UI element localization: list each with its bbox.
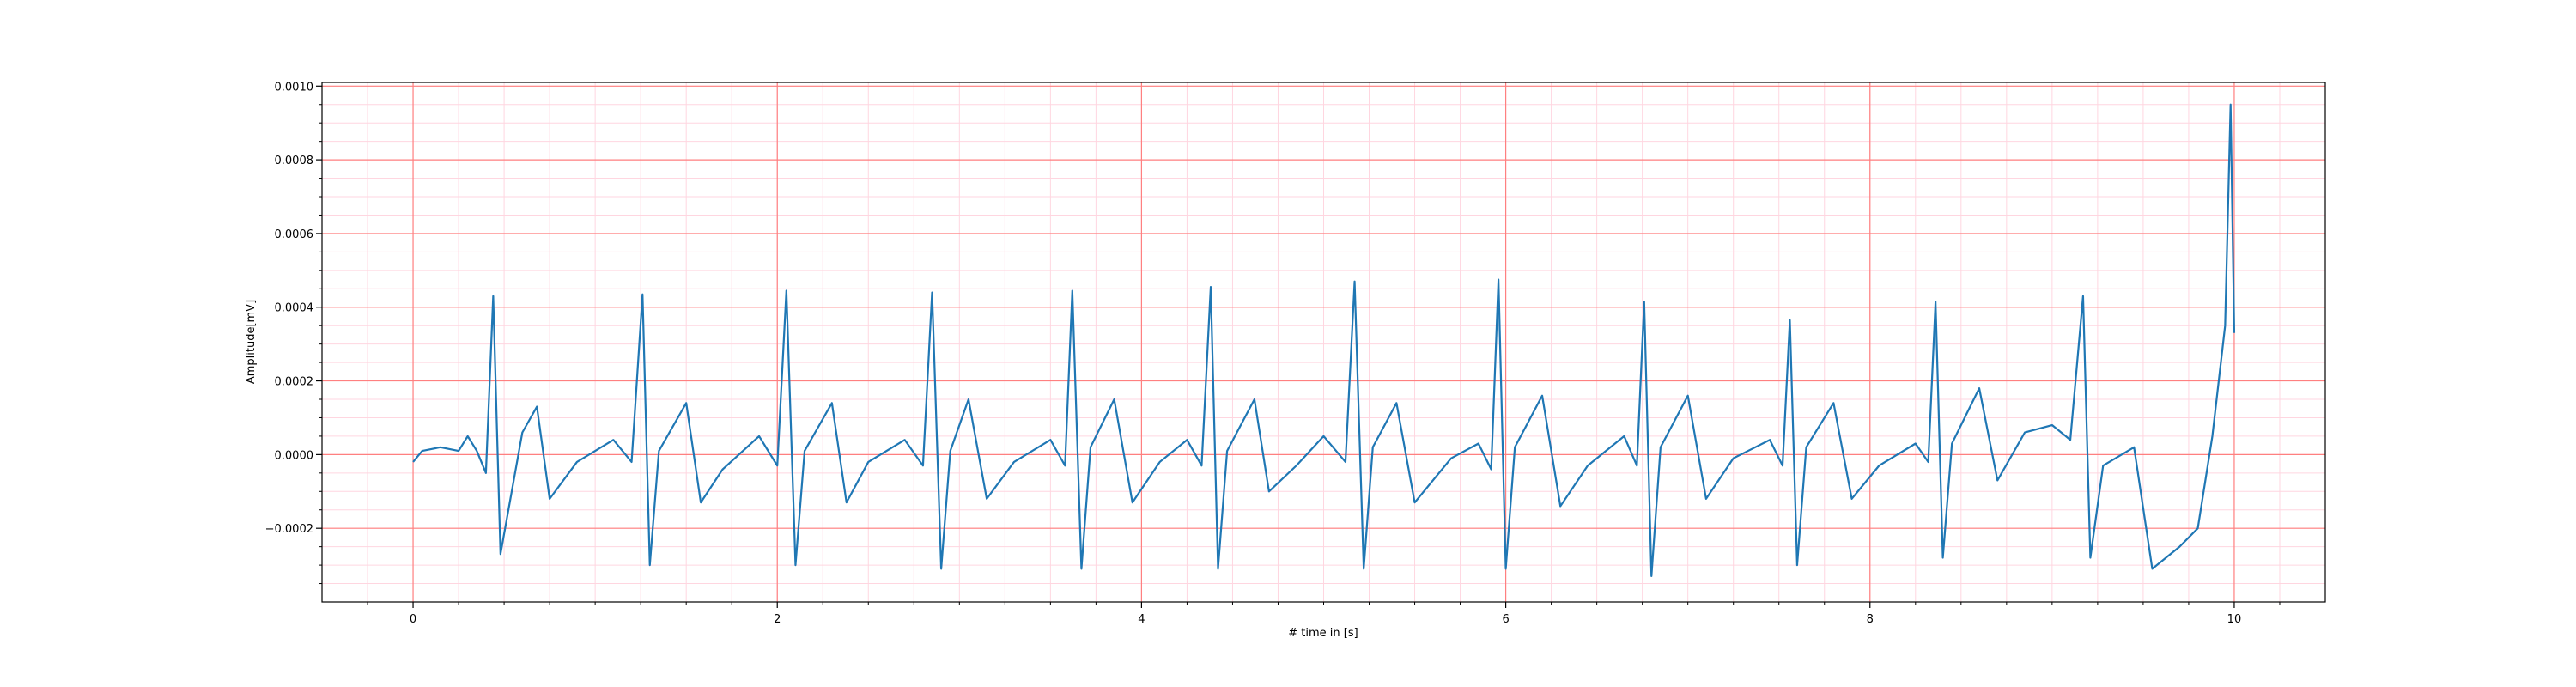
x-tick-label: 4 — [1138, 613, 1145, 626]
y-tick-label: 0.0006 — [275, 228, 314, 241]
y-tick-label: −0.0002 — [265, 523, 313, 536]
x-tick-label: 8 — [1867, 613, 1874, 626]
major-gridlines — [322, 82, 2325, 602]
y-axis-title: Amplitude[mV] — [245, 300, 258, 384]
x-axis-ticks: 0 2 4 6 8 10 — [367, 602, 2281, 626]
x-axis-title: # time in [s] — [1288, 627, 1358, 640]
y-tick-label: 0.0008 — [275, 155, 314, 167]
x-tick-label: 0 — [410, 613, 416, 626]
x-tick-label: 10 — [2227, 613, 2242, 626]
y-axis-ticks: −0.0002 0.0000 0.0002 0.0004 0.0006 0.0008 0.0… — [265, 81, 322, 585]
y-tick-label: 0.0004 — [275, 302, 314, 315]
ecg-series-line — [412, 103, 2236, 578]
y-tick-label: 0.0002 — [275, 376, 314, 389]
x-tick-label: 6 — [1502, 613, 1509, 626]
y-tick-label: 0.0010 — [275, 81, 314, 94]
x-tick-label: 2 — [774, 613, 781, 626]
y-tick-label: 0.0000 — [275, 449, 314, 462]
